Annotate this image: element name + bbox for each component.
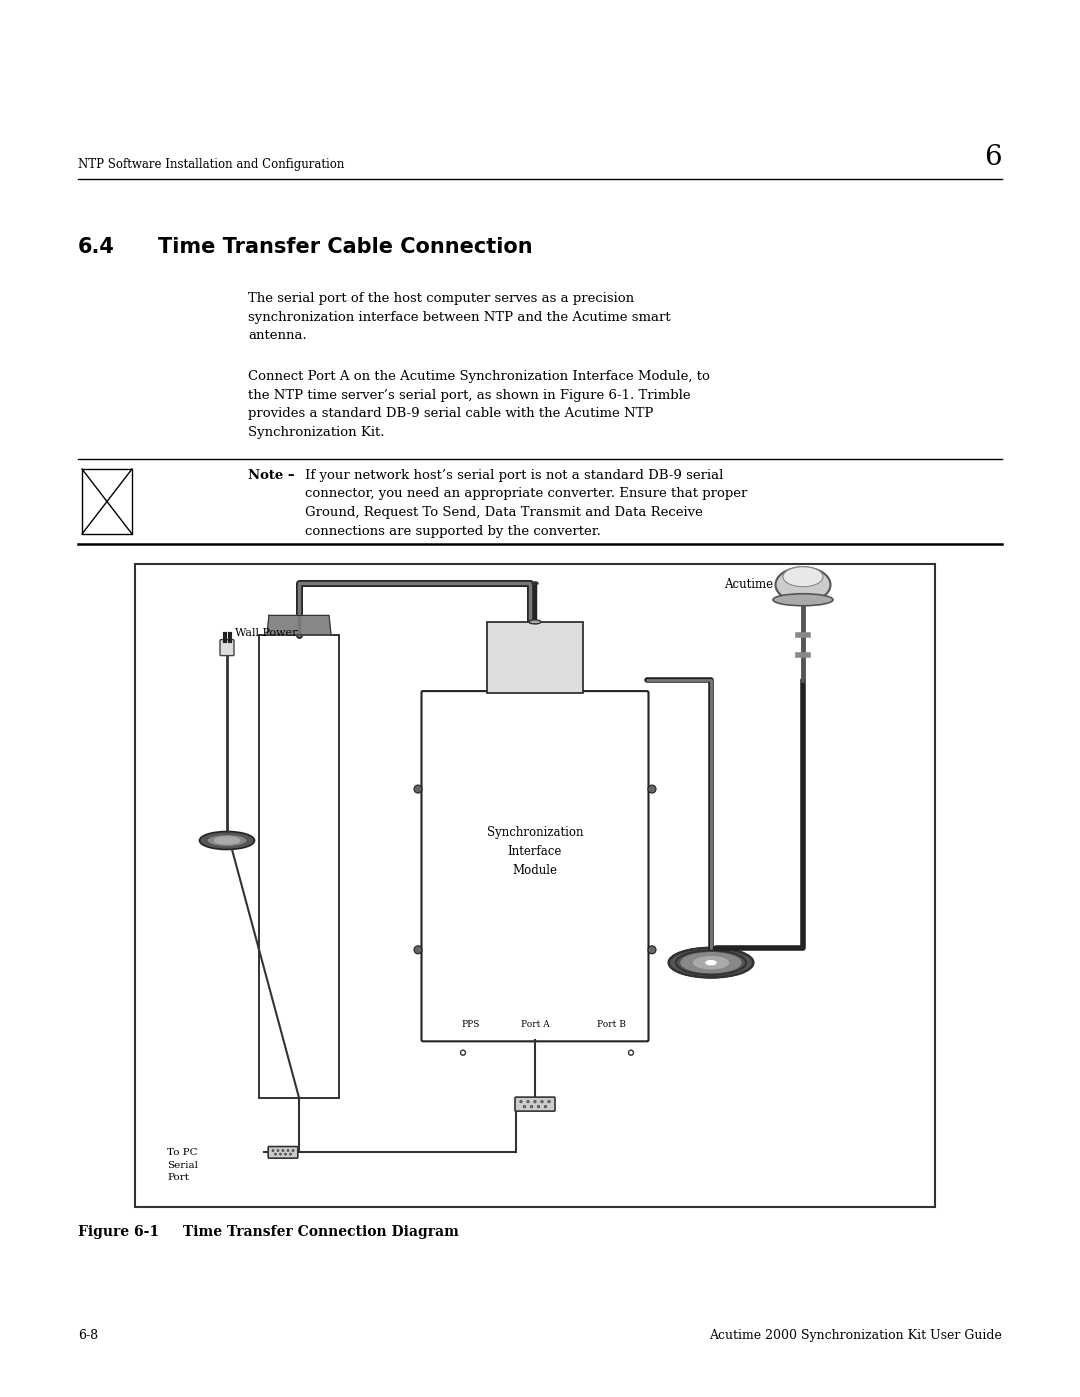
FancyBboxPatch shape bbox=[515, 1097, 555, 1111]
Text: Time Transfer Cable Connection: Time Transfer Cable Connection bbox=[158, 237, 532, 257]
Ellipse shape bbox=[693, 957, 729, 968]
Circle shape bbox=[648, 785, 656, 793]
Circle shape bbox=[276, 1150, 279, 1151]
Ellipse shape bbox=[200, 831, 255, 849]
Ellipse shape bbox=[706, 961, 716, 965]
Circle shape bbox=[272, 1150, 274, 1151]
Circle shape bbox=[284, 1153, 286, 1155]
Ellipse shape bbox=[215, 837, 240, 844]
Text: Port A: Port A bbox=[521, 1020, 550, 1030]
Ellipse shape bbox=[783, 567, 823, 587]
Bar bbox=[135, 564, 935, 1207]
Circle shape bbox=[629, 1051, 634, 1055]
Text: PPS: PPS bbox=[462, 1020, 481, 1030]
Circle shape bbox=[292, 1150, 294, 1151]
FancyBboxPatch shape bbox=[220, 640, 234, 655]
Circle shape bbox=[541, 1101, 543, 1102]
Circle shape bbox=[460, 1051, 465, 1055]
Bar bbox=[82, 469, 132, 534]
Circle shape bbox=[537, 1105, 540, 1108]
Circle shape bbox=[274, 1153, 276, 1155]
Text: To PC
Serial
Port: To PC Serial Port bbox=[167, 1148, 198, 1182]
Text: Acutime: Acutime bbox=[724, 578, 773, 591]
Ellipse shape bbox=[532, 583, 538, 584]
Ellipse shape bbox=[529, 620, 541, 624]
Text: Acutime 2000 Synchronization Kit User Guide: Acutime 2000 Synchronization Kit User Gu… bbox=[710, 1329, 1002, 1343]
Circle shape bbox=[530, 1105, 532, 1108]
Ellipse shape bbox=[773, 594, 833, 606]
Text: 6: 6 bbox=[984, 144, 1002, 170]
Text: Connect Port A on the Acutime Synchronization Interface Module, to
the NTP time : Connect Port A on the Acutime Synchroniz… bbox=[248, 370, 710, 439]
Ellipse shape bbox=[681, 953, 741, 972]
Ellipse shape bbox=[775, 567, 831, 602]
Circle shape bbox=[289, 1153, 292, 1155]
Text: If your network host’s serial port is not a standard DB-9 serial
connector, you : If your network host’s serial port is no… bbox=[305, 469, 747, 538]
Circle shape bbox=[527, 1101, 529, 1102]
Bar bbox=[259, 634, 339, 1098]
FancyBboxPatch shape bbox=[268, 1147, 298, 1158]
Circle shape bbox=[414, 785, 422, 793]
Circle shape bbox=[280, 1153, 282, 1155]
Circle shape bbox=[534, 1101, 536, 1102]
Text: NTP Software Installation and Configuration: NTP Software Installation and Configurat… bbox=[78, 158, 345, 170]
Text: Figure 6-1: Figure 6-1 bbox=[78, 1225, 159, 1239]
Text: The serial port of the host computer serves as a precision
synchronization inter: The serial port of the host computer ser… bbox=[248, 292, 671, 342]
Ellipse shape bbox=[669, 947, 754, 978]
Circle shape bbox=[414, 946, 422, 954]
Circle shape bbox=[648, 946, 656, 954]
FancyBboxPatch shape bbox=[421, 692, 648, 1041]
Circle shape bbox=[519, 1101, 523, 1102]
Text: Wall Power: Wall Power bbox=[235, 627, 297, 637]
Text: 6-8: 6-8 bbox=[78, 1329, 98, 1343]
Circle shape bbox=[524, 1105, 526, 1108]
Text: Synchronization
Interface
Module: Synchronization Interface Module bbox=[487, 826, 583, 877]
Polygon shape bbox=[267, 616, 330, 634]
Text: 6.4: 6.4 bbox=[78, 237, 114, 257]
Text: Note –: Note – bbox=[248, 469, 299, 482]
Text: Port B: Port B bbox=[596, 1020, 625, 1030]
Circle shape bbox=[548, 1101, 550, 1102]
Circle shape bbox=[282, 1150, 284, 1151]
Bar bbox=[487, 622, 583, 693]
Circle shape bbox=[544, 1105, 546, 1108]
Text: Time Transfer Connection Diagram: Time Transfer Connection Diagram bbox=[183, 1225, 459, 1239]
Circle shape bbox=[287, 1150, 289, 1151]
Ellipse shape bbox=[207, 834, 247, 847]
